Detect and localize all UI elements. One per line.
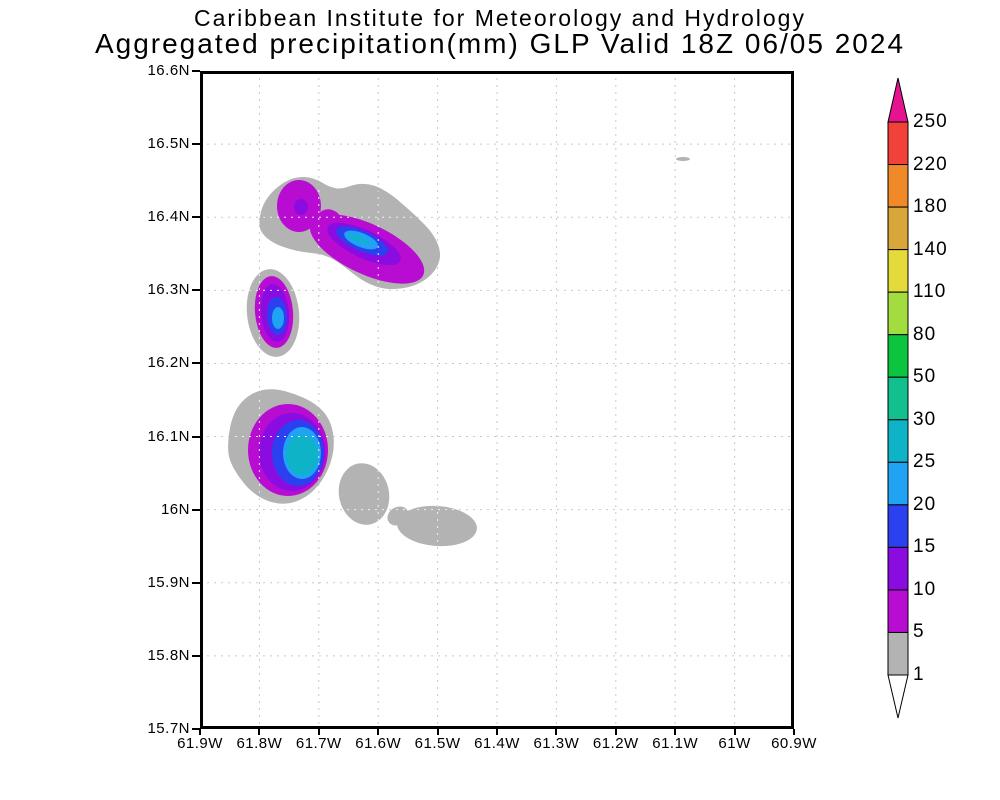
colorbar-tick-label: 10 <box>913 578 937 600</box>
x-tick <box>436 729 439 735</box>
x-tick-label: 61.7W <box>295 735 342 752</box>
chart-title: Caribbean Institute for Meteorology and … <box>194 5 806 31</box>
colorbar-tick-label: 50 <box>913 366 937 388</box>
colorbar-segment-180-220 <box>887 164 909 208</box>
precip-region-southwest-cell-teal <box>286 435 318 475</box>
y-tick-label: 16.5N <box>147 135 190 153</box>
x-tick-label: 61.6W <box>355 735 402 752</box>
colorbar-segment-15-20 <box>887 504 909 548</box>
colorbar-segment-30-50 <box>887 376 909 421</box>
y-tick <box>192 216 200 219</box>
x-tick-label: 61.5W <box>414 735 461 752</box>
x-tick <box>555 729 558 735</box>
y-tick <box>192 728 200 730</box>
precip-region-west-cell-sky <box>272 307 284 329</box>
colorbar-segment-1-5 <box>887 631 909 676</box>
x-tick-label: 61.2W <box>592 735 639 752</box>
x-tick-label: 61.3W <box>533 735 580 752</box>
colorbar-segment-20-25 <box>887 461 909 506</box>
precip-regions <box>228 157 690 547</box>
x-tick <box>258 729 261 735</box>
x-tick-label: 61.4W <box>474 735 520 752</box>
y-tick-label: 16N <box>160 500 190 518</box>
precip-region-north-speck-gray <box>676 157 690 161</box>
y-tick <box>192 289 200 292</box>
colorbar-segment-50-80 <box>887 334 909 378</box>
colorbar-tick-label: 15 <box>913 536 937 558</box>
x-tick <box>317 729 320 735</box>
chart-subtitle: Aggregated precipitation(mm) GLP Valid 1… <box>94 28 906 59</box>
precip-region-south-band-gray-west-lobe <box>338 463 390 525</box>
x-tick <box>733 729 736 735</box>
x-tick <box>199 729 201 735</box>
colorbar-tick-label: 180 <box>913 196 948 218</box>
x-tick-label: 60.9W <box>771 735 817 752</box>
y-tick <box>192 362 200 365</box>
colorbar-arrow-down <box>887 674 909 719</box>
y-tick-label: 15.9N <box>147 573 190 591</box>
y-tick <box>192 654 200 657</box>
colorbar-tick-label: 140 <box>913 238 948 260</box>
x-tick-label: 61.1W <box>652 735 699 752</box>
x-tick <box>793 729 795 735</box>
colorbar-segment-25-30 <box>887 419 909 463</box>
colorbar-tick-label: 220 <box>913 153 948 175</box>
y-tick <box>192 70 200 72</box>
colorbar-tick-label: 30 <box>913 408 937 430</box>
colorbar-segment-220-250 <box>887 121 909 166</box>
colorbar-tick-label: 80 <box>913 323 937 345</box>
y-tick <box>192 435 200 438</box>
colorbar-segment-5-10 <box>887 589 909 633</box>
x-tick <box>614 729 617 735</box>
colorbar-tick-label: 5 <box>913 621 925 643</box>
x-tick <box>674 729 677 735</box>
y-tick <box>192 581 200 584</box>
colorbar-tick-label: 1 <box>913 664 925 685</box>
x-tick <box>377 729 380 735</box>
x-tick-label: 61.9W <box>177 735 223 752</box>
x-tick-label: 61W <box>718 735 751 752</box>
precip-region-north-band-teal <box>348 235 368 243</box>
map-svg <box>200 71 794 729</box>
y-tick-label: 15.8N <box>147 646 190 664</box>
y-tick <box>192 508 200 511</box>
precip-region-south-band-gray-east-lobe <box>397 505 477 547</box>
colorbar-tick-label: 20 <box>913 493 937 515</box>
x-tick <box>496 729 498 735</box>
x-tick-label: 61.8W <box>236 735 283 752</box>
y-tick-label: 15.7N <box>147 720 190 737</box>
y-tick-label: 16.3N <box>147 281 190 299</box>
colorbar-segment-10-15 <box>887 546 909 591</box>
y-tick-label: 16.6N <box>147 62 190 79</box>
y-tick <box>192 143 200 146</box>
y-tick-label: 16.4N <box>147 208 190 226</box>
colorbar-tick-label: 25 <box>913 451 937 473</box>
colorbar-segment-80-110 <box>887 291 909 336</box>
colorbar-segment-110-140 <box>887 249 909 293</box>
colorbar-arrow-up <box>887 77 909 123</box>
colorbar-tick-label: 110 <box>913 281 947 303</box>
colorbar-svg <box>887 77 909 719</box>
colorbar-tick-label: 250 <box>913 111 948 132</box>
precip-region-north-band-purple-dot <box>294 199 308 215</box>
map-plot-area <box>200 71 794 729</box>
y-tick-label: 16.1N <box>147 427 190 445</box>
y-tick-label: 16.2N <box>147 354 190 372</box>
map-frame <box>200 71 794 729</box>
colorbar-segment-140-180 <box>887 206 909 251</box>
